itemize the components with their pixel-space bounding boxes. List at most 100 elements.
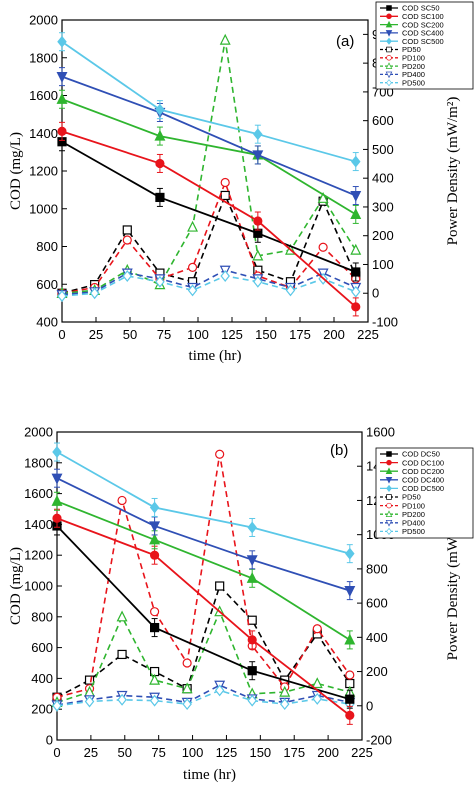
panel-a-data-point [122,270,133,282]
panel-b-data-point [214,684,225,697]
panel-a-data-point [252,249,264,261]
panel-a-legend-label: PD200 [402,62,425,71]
panel-a-series-cod-sc200 [56,89,362,224]
panel-b-chart: 0 25 50 75 100 125 150 175 200 225 0 200 400 600 800 10… [8,425,461,784]
panel-a-data-point [285,284,296,297]
panel-b-data-point [150,622,160,633]
panel-a-y-left-tick-label: 1000 [29,201,58,216]
panel-b-y-left-tick-label: 1600 [24,486,53,501]
panel-b-data-point [246,571,258,583]
panel-b-legend-label: COD DC200 [402,467,444,476]
panel-b-data-point [312,624,322,634]
panel-b-x-tick-label: 150 [249,745,271,760]
panel-a-data-point [56,92,68,104]
panel-a-x-tick-label: 150 [255,327,277,342]
panel-a-y-left-axis-title: COD (mg/L) [8,132,24,210]
panel-b-legend-label: COD DC400 [402,476,444,485]
panel-a-data-point [253,275,263,288]
panel-b-data-point [344,586,356,597]
panel-b-data-point [117,495,127,506]
panel-a-data-point [187,284,198,297]
panel-a-series-line [61,39,357,295]
panel-a-data-point [155,103,165,116]
panel-a-x-tick-label: 50 [123,327,137,342]
panel-b-y-left-axis-title: COD (mg/L) [8,547,24,625]
panel-b-y-right-tick-label: 800 [366,561,388,576]
panel-a-series-cod-sc100 [57,121,361,317]
panel-b-legend-marker [385,477,393,484]
panel-a-legend-marker [385,62,393,69]
panel-b-series-pd100 [52,449,355,702]
panel-b-data-point [215,449,225,459]
panel-b-series-line [56,451,351,555]
panel-b-series-line [56,500,351,641]
panel-b-data-point [246,555,258,567]
panel-b-data-point [345,670,355,680]
panel-a-data-point [220,190,230,201]
panel-a-series-line [61,193,357,295]
panel-b-legend-marker [386,527,392,535]
panel-b-series-pd200 [51,605,356,707]
panel-b-y-left-tick-label: 600 [31,640,53,655]
panel-a-x-tick-label: 0 [58,327,65,342]
panel-a-y-left-tick-label: 2000 [29,13,58,28]
panel-a-data-point [56,72,68,83]
panel-b-series-pd500 [52,684,355,712]
panel-b-data-point [279,685,291,697]
panel-b-data-point [279,698,290,711]
panel-b-data-point [345,710,355,720]
panel-a-data-point [57,126,67,136]
panel-a-legend-marker [386,46,392,53]
panel-b-data-point [52,699,62,712]
panel-b-data-point [149,673,161,685]
panel-b-data-point [344,633,356,645]
panel-a-data-point [57,35,67,48]
panel-b-x-tick-label: 225 [351,745,373,760]
panel-b-data-point [52,446,62,458]
panel-a-x-tick-label: 225 [357,327,379,342]
panel-b-data-point [149,501,160,514]
panel-b-y-left-tick-label: 1400 [24,517,53,532]
panel-b-y-left-tick-label: 1000 [24,579,53,594]
panel-a-legend-marker [386,37,392,45]
panel-b-data-point [311,677,323,689]
panel-b-legend-marker [386,494,392,500]
panel-b-legend-label: PD200 [402,510,425,519]
panel-b-data-point [52,513,62,523]
panel-a-y-right-axis-title: Power Density (mW/m²) [445,97,461,246]
panel-b-y-left-tick-label: 2000 [24,425,53,440]
panel-b-legend-label: PD50 [402,493,421,502]
panel-a-y-right-tick-label: 400 [372,171,394,186]
panel-a-y-left-tick-label: 800 [36,239,58,254]
panel-b-x-tick-label: 50 [118,745,132,760]
panel-b-data-point [181,682,193,694]
panel-b-data-point [51,494,63,506]
panel-b-y-left-tick-label: 400 [31,671,53,686]
panel-a-series-line [61,130,357,308]
panel-a-data-point [253,128,263,141]
panel-b-legend-marker [386,459,392,466]
panel-b-series-line [56,477,351,592]
panel-a-data-point [187,262,198,272]
panel-a-data-point [350,285,361,298]
panel-b-y-left-tick-label: 0 [46,733,53,748]
panel-b-data-point [247,694,257,707]
panel-a-data-point [219,33,231,45]
panel-a-y-right-tick-label: 100 [372,257,394,272]
panel-b-x-tick-label: 0 [53,745,60,760]
panel-a-x-tick-label: 25 [89,327,103,342]
panel-b-legend-label: PD400 [402,519,425,528]
panel-b-series-line [56,454,351,698]
panel-a-data-point [252,150,264,162]
panel-a-data-point [350,155,361,168]
panel-b-y-right-tick-label: 1600 [366,425,395,440]
panel-b-y-right-tick-label: 400 [366,630,388,645]
panel-a-data-point [350,190,362,202]
panel-b-data-point [182,698,192,711]
panel-b-y-right-axis-title: Power Density (mW/m²) [445,512,461,661]
panel-a-series-line [61,40,357,163]
panel-b-data-point [247,615,257,625]
